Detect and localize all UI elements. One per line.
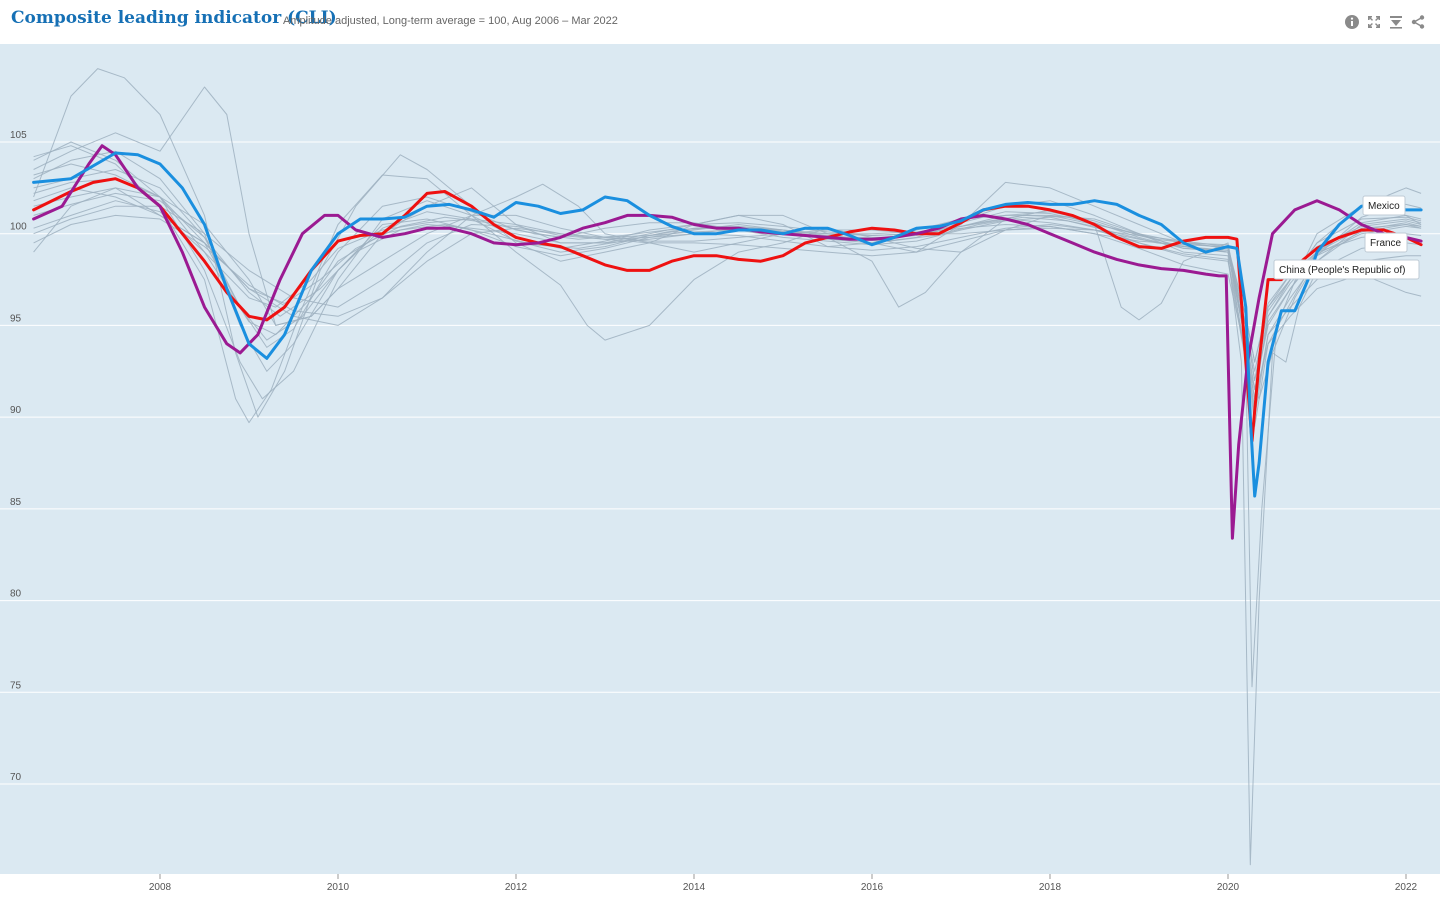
x-tick-label: 2010 xyxy=(327,882,350,893)
y-tick-label: 80 xyxy=(10,589,22,600)
chart-title: Composite leading indicator (CLI) xyxy=(11,8,337,28)
highlighted-series xyxy=(32,144,1423,540)
y-axis: 70 75 80 85 90 95 100 105 xyxy=(10,130,27,783)
y-tick-label: 75 xyxy=(10,680,22,691)
x-tick-label: 2014 xyxy=(683,882,706,893)
fullscreen-icon[interactable] xyxy=(1366,14,1382,30)
series-line-mexico[interactable] xyxy=(32,151,1423,498)
series-line-china[interactable] xyxy=(32,144,1423,540)
y-tick-label: 95 xyxy=(10,313,22,324)
x-tick-label: 2018 xyxy=(1039,882,1062,893)
callout-label: France xyxy=(1370,238,1402,249)
background-series-line xyxy=(33,183,1422,418)
background-series-line xyxy=(33,145,1422,866)
y-tick-label: 105 xyxy=(10,130,27,141)
callout-label: Mexico xyxy=(1368,201,1400,212)
y-tick-label: 100 xyxy=(10,222,27,233)
background-series-line xyxy=(33,187,1422,372)
callout-box xyxy=(1273,259,1420,280)
background-series-line xyxy=(33,150,1422,381)
x-tick-label: 2008 xyxy=(149,882,172,893)
background-series-line xyxy=(33,169,1422,409)
x-axis: 2008 2010 2012 2014 2016 2018 2020 2022 xyxy=(149,874,1418,893)
y-tick-label: 90 xyxy=(10,405,22,416)
y-tick-label: 85 xyxy=(10,497,22,508)
share-icon[interactable] xyxy=(1410,14,1426,30)
background-series-line xyxy=(33,163,1422,391)
x-tick-label: 2012 xyxy=(505,882,528,893)
x-tick-label: 2020 xyxy=(1217,882,1240,893)
background-series-line xyxy=(33,68,1422,688)
background-series-line xyxy=(33,192,1422,363)
background-series-line xyxy=(33,205,1422,400)
chart-header: Composite leading indicator (CLI) Amplit… xyxy=(0,0,1440,44)
callout-label: China (People's Republic of) xyxy=(1279,265,1405,276)
callout-france: France xyxy=(1364,232,1408,253)
series-callouts: Mexico France China (People's Republic of) xyxy=(1273,195,1420,280)
plot-area xyxy=(0,44,1440,874)
x-tick-label: 2022 xyxy=(1395,882,1418,893)
chart-subtitle: Amplitude adjusted, Long-term average = … xyxy=(283,15,618,27)
series-line-france[interactable] xyxy=(32,177,1423,443)
y-tick-label: 70 xyxy=(10,772,22,783)
callout-box xyxy=(1362,195,1406,216)
callout-mexico: Mexico xyxy=(1362,195,1406,216)
x-tick-label: 2016 xyxy=(861,882,884,893)
download-icon[interactable] xyxy=(1388,14,1404,30)
background-series xyxy=(33,68,1422,866)
callout-box xyxy=(1364,232,1408,253)
chart-toolbar xyxy=(1344,13,1426,31)
info-icon[interactable] xyxy=(1344,14,1360,30)
callout-china: China (People's Republic of) xyxy=(1273,259,1420,280)
